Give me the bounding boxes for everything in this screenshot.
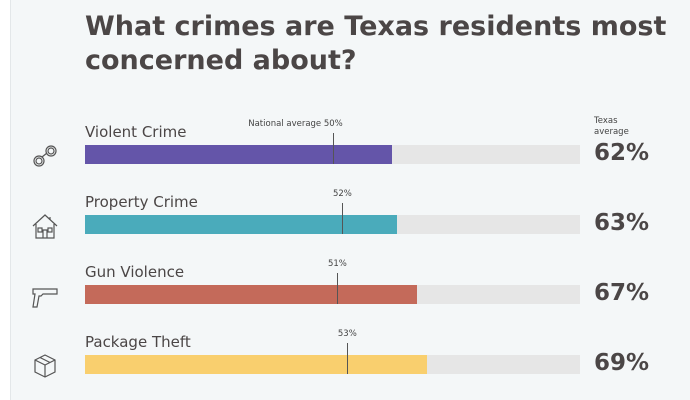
national-average-marker: [337, 273, 339, 304]
national-average-marker: [342, 203, 344, 234]
category-label: Violent Crime: [85, 123, 187, 141]
bar-track: [85, 133, 580, 164]
gun-icon: [30, 281, 60, 311]
texas-bar: [85, 285, 417, 304]
texas-average-header: Texas average: [594, 116, 629, 137]
national-average-label: National average 50%: [248, 119, 343, 129]
house-icon: [30, 211, 60, 241]
bar-track: [85, 203, 580, 234]
category-label: Package Theft: [85, 333, 191, 351]
texas-value-label: 67%: [594, 280, 650, 306]
package-icon: [30, 351, 60, 381]
national-average-marker: [347, 343, 349, 374]
bar-row: Package Theft 53% 69%: [0, 329, 690, 393]
bar-row: Gun Violence 51% 67%: [0, 259, 690, 323]
bar-track: [85, 273, 580, 304]
bar-track: [85, 343, 580, 374]
bar-row: Violent Crime National average 50% 62%: [0, 119, 690, 183]
national-average-label: 53%: [337, 329, 357, 339]
texas-bar: [85, 215, 397, 234]
chart-panel: [10, 0, 690, 400]
texas-bar: [85, 145, 392, 164]
handcuffs-icon: [30, 141, 60, 171]
national-average-label: 51%: [327, 259, 347, 269]
chart-title: What crimes are Texas residents most con…: [85, 11, 667, 76]
category-label: Property Crime: [85, 193, 198, 211]
bar-row: Property Crime 52% 63%: [0, 189, 690, 253]
national-average-label: 52%: [332, 189, 352, 199]
national-average-marker: [332, 133, 334, 164]
texas-bar: [85, 355, 427, 374]
texas-value-label: 62%: [594, 140, 650, 166]
category-label: Gun Violence: [85, 263, 185, 281]
texas-value-label: 69%: [594, 350, 650, 376]
texas-value-label: 63%: [594, 210, 650, 236]
